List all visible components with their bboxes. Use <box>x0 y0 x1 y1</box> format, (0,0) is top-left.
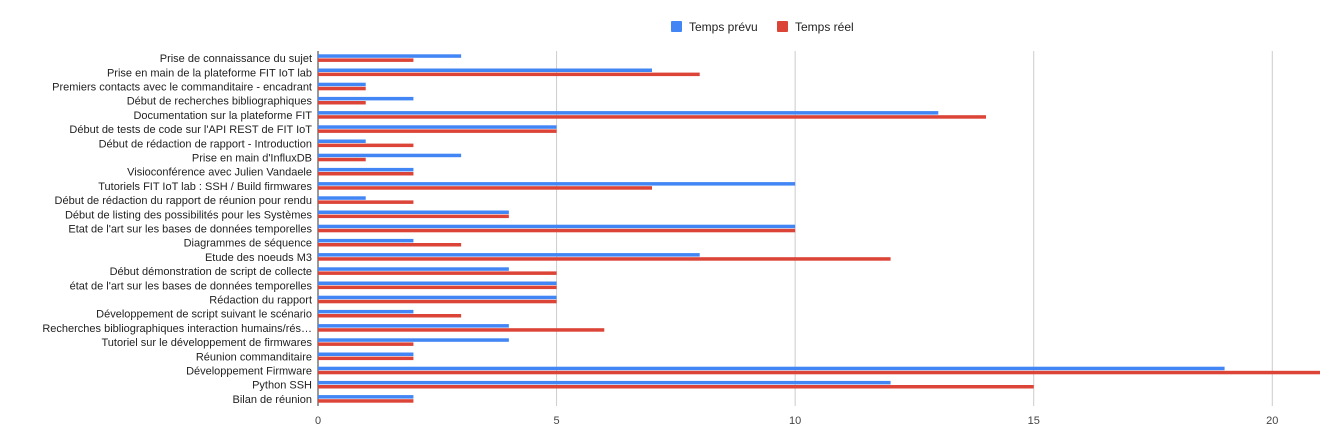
bar-temps-reel[interactable] <box>318 186 652 190</box>
bar-temps-reel[interactable] <box>318 200 414 204</box>
category-label: Python SSH <box>252 380 312 392</box>
bar-temps-reel[interactable] <box>318 356 414 361</box>
bar-temps-prevu[interactable] <box>318 96 414 101</box>
bar-temps-reel[interactable] <box>318 129 557 133</box>
bar-temps-reel[interactable] <box>318 228 796 233</box>
bar-temps-reel[interactable] <box>318 58 414 62</box>
legend-label-temps-reel: Temps réel <box>795 20 854 34</box>
bar-temps-prevu[interactable] <box>318 125 557 129</box>
bar-temps-reel[interactable] <box>318 299 557 304</box>
category-label: Bilan de réunion <box>232 394 312 406</box>
bar-temps-prevu[interactable] <box>318 82 366 87</box>
bar-temps-reel[interactable] <box>318 214 509 219</box>
category-label: Développement de script suivant le scéna… <box>96 309 312 321</box>
category-label: Premiers contacts avec le commanditaire … <box>52 82 312 94</box>
bar-temps-reel[interactable] <box>318 101 366 105</box>
category-label: état de l'art sur les bases de données t… <box>70 280 313 292</box>
bar-temps-prevu[interactable] <box>318 139 366 144</box>
bar-temps-prevu[interactable] <box>318 309 414 314</box>
x-tick-label: 5 <box>554 415 560 427</box>
bar-temps-reel[interactable] <box>318 257 891 261</box>
bar-temps-prevu[interactable] <box>318 182 796 186</box>
category-label: Prise de connaissance du sujet <box>160 53 312 65</box>
bar-temps-reel[interactable] <box>318 314 462 318</box>
bar-temps-prevu[interactable] <box>318 338 509 342</box>
category-label: Début de recherches bibliographiques <box>127 96 313 108</box>
bar-temps-prevu[interactable] <box>318 324 509 328</box>
category-label: Début démonstration de script de collect… <box>110 266 312 278</box>
bar-temps-reel[interactable] <box>318 172 414 176</box>
category-label: Réunion commanditaire <box>196 351 312 363</box>
x-tick-label: 0 <box>315 415 321 427</box>
x-tick-label: 15 <box>1028 415 1040 427</box>
category-label: Prise en main de la plateforme FIT IoT l… <box>107 67 312 79</box>
chart-legend: Temps prévu Temps réel <box>671 20 854 34</box>
category-label: Etat de l'art sur les bases de données t… <box>68 224 312 236</box>
bar-temps-reel[interactable] <box>318 157 366 162</box>
category-label: Visioconférence avec Julien Vandaele <box>127 167 312 179</box>
category-label: Début de tests de code sur l'API REST de… <box>69 124 312 136</box>
bar-temps-prevu[interactable] <box>318 380 891 385</box>
bar-temps-prevu[interactable] <box>318 210 509 215</box>
bar-temps-prevu[interactable] <box>318 366 1225 371</box>
legend-label-temps-prevu: Temps prévu <box>689 20 758 34</box>
bar-temps-prevu[interactable] <box>318 111 939 115</box>
bar-temps-prevu[interactable] <box>318 196 366 200</box>
category-label: Début de rédaction de rapport - Introduc… <box>99 138 312 150</box>
bar-temps-prevu[interactable] <box>318 224 796 229</box>
category-label: Prise en main d'InfluxDB <box>192 153 312 165</box>
legend-swatch-temps-reel[interactable] <box>777 21 788 32</box>
category-label: Début de listing des possibilités pour l… <box>65 209 313 221</box>
bar-temps-reel[interactable] <box>318 115 986 119</box>
category-label: Tutoriel sur le développement de firmwar… <box>101 337 312 349</box>
bar-temps-reel[interactable] <box>318 86 366 91</box>
category-label: Etude des noeuds M3 <box>205 252 312 264</box>
category-labels: Prise de connaissance du sujet Prise en m… <box>42 53 312 406</box>
category-label: Tutoriels FIT IoT lab : SSH / Build firm… <box>98 181 312 193</box>
bar-temps-reel[interactable] <box>318 271 557 275</box>
category-label: Développement Firmware <box>186 366 312 378</box>
bar-temps-reel[interactable] <box>318 143 414 148</box>
legend-swatch-temps-prevu[interactable] <box>671 21 682 32</box>
bar-temps-reel[interactable] <box>318 285 557 290</box>
bar-temps-prevu[interactable] <box>318 395 414 399</box>
bar-temps-prevu[interactable] <box>318 68 652 73</box>
category-label: Documentation sur la plateforme FIT <box>133 110 312 122</box>
x-axis-ticks: 0 5 10 15 20 <box>315 415 1278 427</box>
x-tick-label: 20 <box>1266 415 1278 427</box>
bar-temps-reel[interactable] <box>318 342 414 346</box>
bar-temps-prevu[interactable] <box>318 267 509 271</box>
chart-gridlines <box>317 51 1273 406</box>
bar-temps-prevu[interactable] <box>318 54 462 58</box>
category-label: Début de rédaction du rapport de réunion… <box>55 195 312 207</box>
bar-temps-reel[interactable] <box>318 328 605 332</box>
bar-temps-prevu[interactable] <box>318 281 557 286</box>
category-label: Rédaction du rapport <box>209 295 312 307</box>
bar-temps-reel[interactable] <box>318 370 1320 375</box>
bar-temps-reel[interactable] <box>318 385 1034 389</box>
chart-bars <box>318 54 1320 403</box>
category-label: Recherches bibliographiques interaction … <box>42 323 312 335</box>
bar-temps-prevu[interactable] <box>318 238 414 243</box>
bar-temps-reel[interactable] <box>318 72 700 77</box>
bar-temps-prevu[interactable] <box>318 295 557 300</box>
category-label: Diagrammes de séquence <box>184 238 312 250</box>
bar-temps-reel[interactable] <box>318 399 414 403</box>
bar-temps-prevu[interactable] <box>318 167 414 172</box>
bar-temps-reel[interactable] <box>318 243 462 247</box>
bar-temps-prevu[interactable] <box>318 153 462 158</box>
x-tick-label: 10 <box>789 415 801 427</box>
bar-temps-prevu[interactable] <box>318 352 414 357</box>
bar-temps-prevu[interactable] <box>318 253 700 257</box>
